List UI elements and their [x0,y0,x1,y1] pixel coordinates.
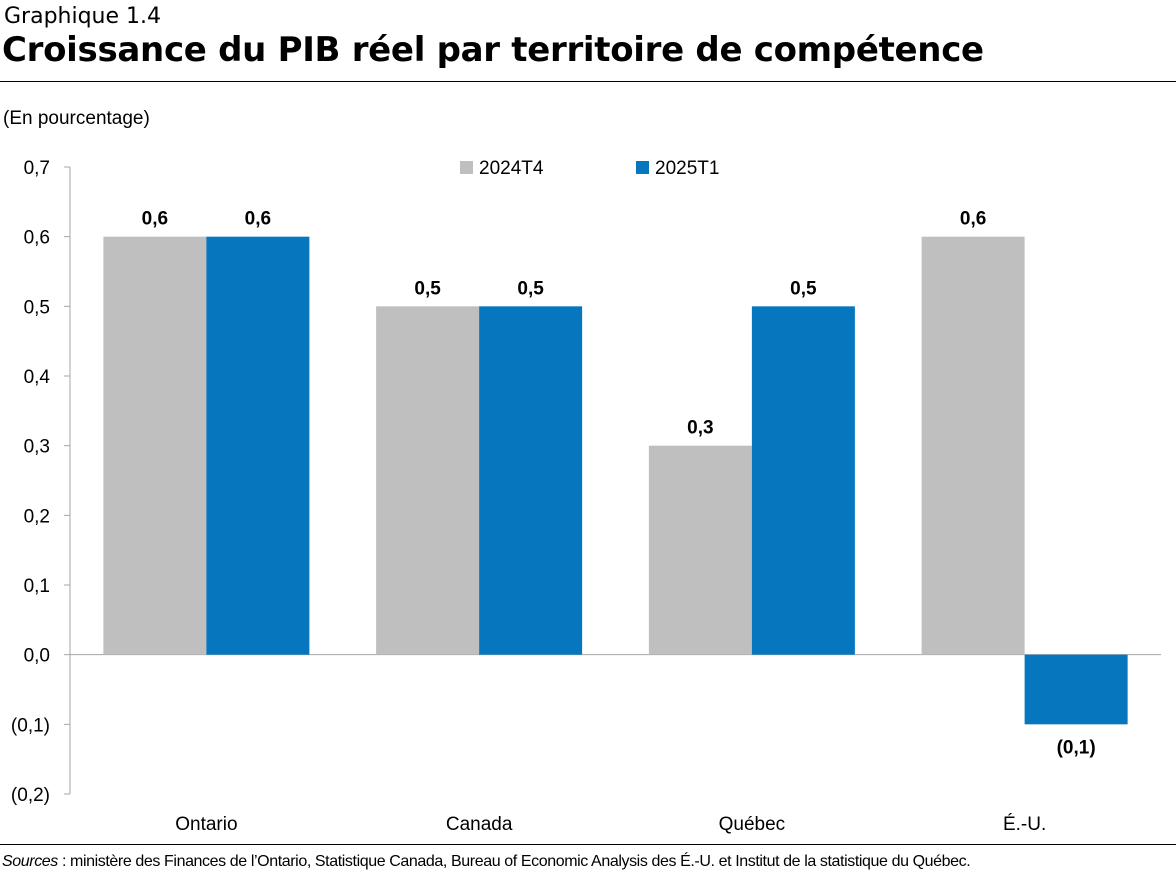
data-label: 0,5 [790,278,817,299]
title-divider [0,81,1176,82]
data-label: 0,6 [142,209,168,230]
legend-label-2024t4: 2024T4 [479,158,544,179]
bar-2025t1 [479,306,583,655]
y-tick-label: 0,2 [24,506,50,527]
legend-swatch-2024t4 [460,161,473,174]
y-tick-label: 0,1 [24,576,50,597]
x-category-label: Québec [719,814,786,835]
data-label: 0,3 [687,418,713,439]
bars [103,236,1128,725]
x-axis-categories: Ontario Canada Québec É.-U. [175,814,1046,835]
y-tick-label: 0,6 [24,228,50,249]
y-tick-label: (0,1) [11,715,50,736]
data-label: 0,5 [517,278,544,299]
data-labels: 0,6 0,6 0,5 0,5 0,3 0,5 0,6 (0,1) [142,209,1096,759]
legend-swatch-2025t1 [636,161,649,174]
bar-2024t4 [376,306,480,655]
bar-2024t4 [103,236,207,655]
data-label: 0,6 [245,209,271,230]
x-category-label: Ontario [175,814,237,835]
y-tick-label: 0,4 [24,367,51,388]
footer-divider [0,844,1176,845]
x-category-label: É.-U. [1003,814,1046,835]
y-tick-label: (0,2) [11,785,50,806]
y-tick-label: 0,5 [24,297,50,318]
data-label: 0,6 [960,209,986,230]
bar-2025t1 [206,236,310,655]
y-tick-label: 0,3 [24,437,50,458]
data-label: (0,1) [1057,737,1096,758]
chart-title: Croissance du PIB réel par territoire de… [2,30,984,70]
x-category-label: Canada [446,814,513,835]
y-tick-label: 0,7 [24,158,50,179]
bar-2024t4 [921,236,1025,655]
bar-chart: 0,70,60,50,40,30,20,10,0(0,1)(0,2) 0,6 0,… [11,158,1161,835]
bar-2025t1 [751,306,855,655]
sources-text: : ministère des Finances de l’Ontario, S… [57,853,971,870]
data-label: 0,5 [414,278,441,299]
sources-label: Sources [2,853,58,870]
sources-note: Sources : ministère des Finances de l’On… [2,853,971,871]
legend: 2024T4 2025T1 [460,158,719,179]
y-axis-unit-label: (En pourcentage) [3,108,150,129]
legend-label-2025t1: 2025T1 [655,158,719,179]
bar-2024t4 [648,445,752,655]
y-tick-label: 0,0 [24,646,50,667]
bar-2025t1 [1024,654,1128,725]
figure-label: Graphique 1.4 [4,4,162,29]
